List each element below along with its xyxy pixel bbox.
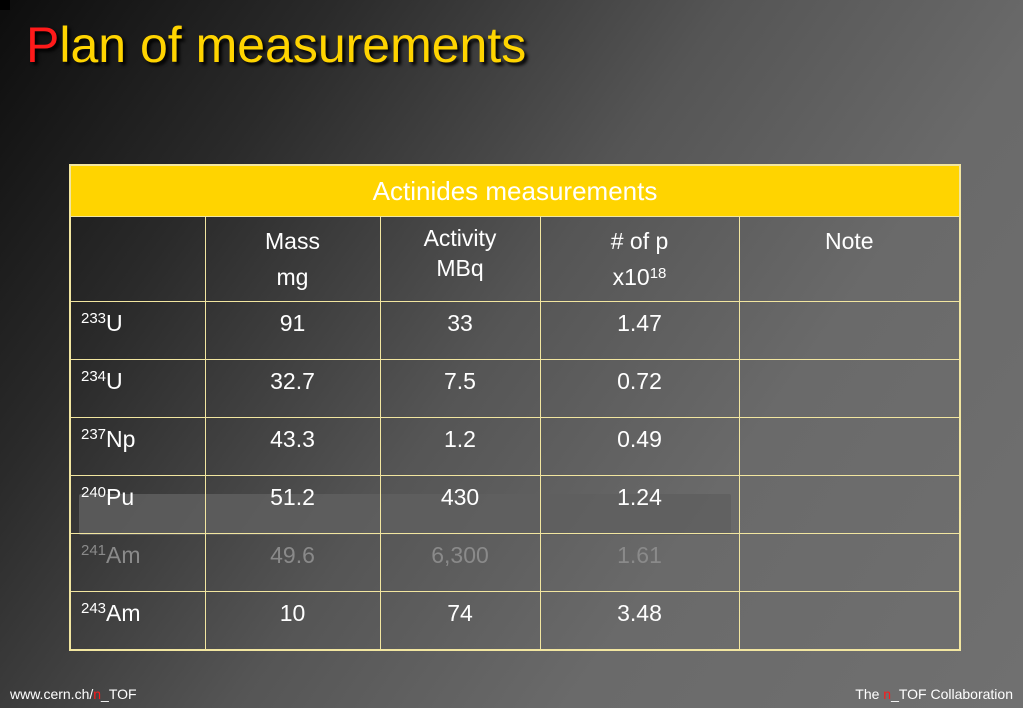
header-isotope: [69, 216, 206, 302]
element-symbol: U: [106, 310, 123, 336]
mass-number: 237: [81, 426, 107, 443]
footer-left-suffix: _TOF: [101, 686, 137, 702]
isotope-cell: 234U: [69, 359, 206, 418]
header-activity-unit: MBq: [436, 255, 484, 281]
element-symbol: Np: [106, 426, 136, 452]
activity-cell: 1.2: [379, 417, 541, 476]
isotope-cell: 243Am: [69, 591, 206, 651]
table-row: 243Am 10 74 3.48: [69, 591, 961, 651]
activity-cell: 74: [379, 591, 541, 651]
title-first-letter: P: [26, 17, 60, 73]
table-header-row: Mass mg Activity MBq # of p x1018 Note: [69, 216, 961, 302]
header-protons-exponent: 18: [649, 265, 667, 282]
isotope-cell: 241Am: [69, 533, 206, 592]
table-row: 234U 32.7 7.5 0.72: [69, 359, 961, 418]
mass-number: 241: [81, 542, 107, 559]
header-protons: # of p x1018: [539, 216, 740, 302]
footer-website-link[interactable]: www.cern.ch/n_TOF: [10, 686, 137, 702]
mass-cell: 91: [204, 301, 381, 360]
note-cell: [738, 475, 961, 534]
note-cell: [738, 533, 961, 592]
note-cell: [738, 301, 961, 360]
element-symbol: Am: [106, 542, 141, 568]
corner-mark: [0, 0, 10, 10]
table-row: 240Pu 51.2 430 1.24: [69, 475, 961, 534]
footer-collaboration: The n_TOF Collaboration: [855, 686, 1013, 702]
footer-right-suffix: _TOF Collaboration: [891, 686, 1013, 702]
header-mass-unit: mg: [276, 264, 309, 290]
table-caption: Actinides measurements: [69, 164, 961, 217]
mass-cell: 10: [204, 591, 381, 651]
header-mass: Mass mg: [204, 216, 381, 302]
mass-number: 234: [81, 368, 107, 385]
header-activity-label: Activity: [423, 225, 497, 251]
mass-number: 233: [81, 310, 107, 327]
mass-cell: 49.6: [204, 533, 381, 592]
note-cell: [738, 359, 961, 418]
mass-cell: 32.7: [204, 359, 381, 418]
header-mass-label: Mass: [265, 228, 320, 254]
actinides-table: Actinides measurements Mass mg Activity MB…: [69, 164, 962, 651]
activity-cell: 7.5: [379, 359, 541, 418]
element-symbol: U: [106, 368, 123, 394]
page-title: Plan of measurements: [26, 16, 526, 74]
note-cell: [738, 417, 961, 476]
footer-right-prefix: The: [855, 686, 884, 702]
isotope-cell: 240Pu: [69, 475, 206, 534]
mass-number: 243: [81, 600, 107, 617]
activity-cell: 33: [379, 301, 541, 360]
table-row: 233U 91 33 1.47: [69, 301, 961, 360]
mass-cell: 43.3: [204, 417, 381, 476]
protons-cell: 1.61: [539, 533, 740, 592]
protons-cell: 0.72: [539, 359, 740, 418]
table-caption-row: Actinides measurements: [69, 164, 961, 217]
title-rest: lan of measurements: [59, 17, 527, 73]
note-cell: [738, 591, 961, 651]
protons-cell: 0.49: [539, 417, 740, 476]
protons-cell: 3.48: [539, 591, 740, 651]
isotope-cell: 237Np: [69, 417, 206, 476]
element-symbol: Pu: [106, 484, 135, 510]
table-row: 241Am 49.6 6,300 1.61: [69, 533, 961, 592]
header-protons-label: # of p: [610, 228, 669, 254]
mass-cell: 51.2: [204, 475, 381, 534]
isotope-cell: 233U: [69, 301, 206, 360]
element-symbol: Am: [106, 600, 141, 626]
mass-number: 240: [81, 484, 107, 501]
header-protons-unit: x10: [612, 264, 650, 290]
table-row: 237Np 43.3 1.2 0.49: [69, 417, 961, 476]
footer-right-symbol: n: [883, 686, 892, 702]
activity-cell: 430: [379, 475, 541, 534]
footer-left-prefix: www.cern.ch/: [10, 686, 94, 702]
footer-left-symbol: n: [93, 686, 102, 702]
protons-cell: 1.24: [539, 475, 740, 534]
activity-cell: 6,300: [379, 533, 541, 592]
protons-cell: 1.47: [539, 301, 740, 360]
header-activity: Activity MBq: [379, 216, 541, 302]
header-note: Note: [738, 216, 961, 302]
